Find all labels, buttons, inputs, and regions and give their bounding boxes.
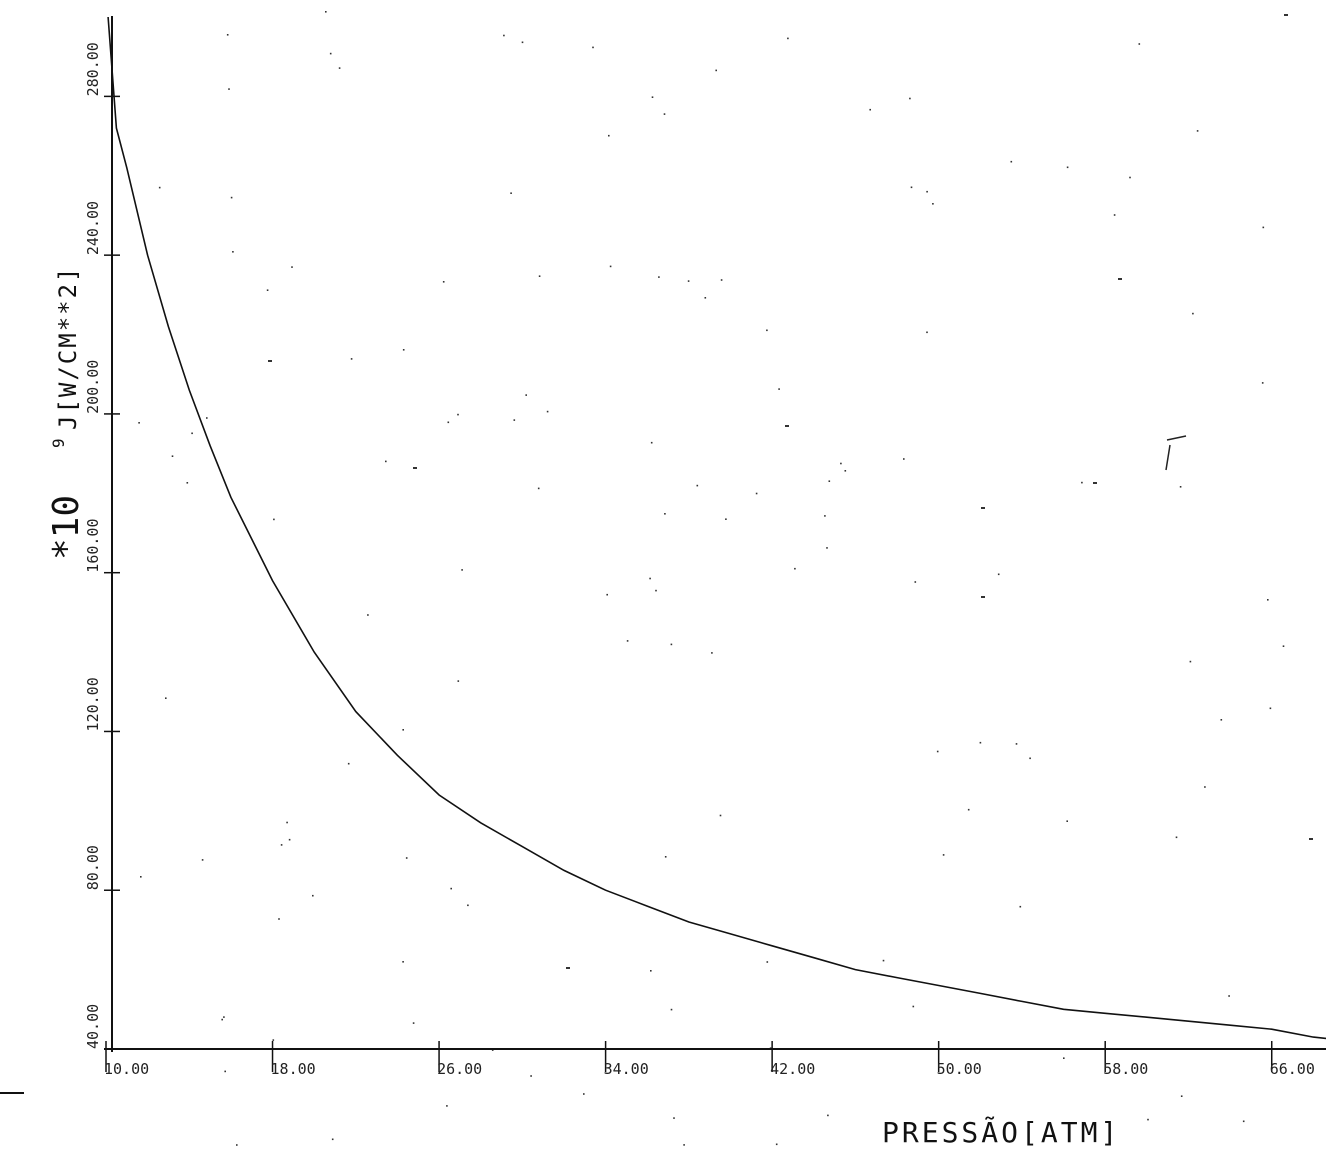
y-tick-label: 200.00 [84, 360, 102, 414]
y-axis-title-prefix: *10 [46, 495, 87, 560]
y-tick-label: 160.00 [84, 519, 102, 573]
y-ticks: 40.00 80.00 120.00 160.00 200.00 240.00 280.00 [84, 42, 120, 1050]
y-tick-label: 240.00 [84, 201, 102, 255]
y-tick-label: 280.00 [84, 42, 102, 96]
x-tick-label: 18.00 [271, 1060, 316, 1078]
x-tick-label: 42.00 [770, 1060, 815, 1078]
y-axis-title: *10 9 J[W/CM**2] [46, 266, 87, 561]
x-tick-label: 10.00 [104, 1060, 149, 1078]
series-line [107, 16, 1326, 1040]
x-tick-label: 34.00 [604, 1060, 649, 1078]
y-axis-title-exponent: 9 [49, 438, 68, 448]
x-tick-label: 26.00 [437, 1060, 482, 1078]
y-tick-label: 80.00 [84, 845, 102, 890]
y-tick-label: 120.00 [84, 677, 102, 731]
y-axis-title-suffix: J[W/CM**2] [54, 266, 82, 431]
x-tick-label: 50.00 [937, 1060, 982, 1078]
x-tick-label: 66.00 [1270, 1060, 1315, 1078]
x-tick-label: 58.00 [1103, 1060, 1148, 1078]
x-axis-title: PRESSÃO[ATM] [882, 1116, 1120, 1149]
x-ticks: 10.00 18.00 26.00 34.00 42.00 50.00 58.00 66.00 [104, 1041, 1315, 1078]
y-tick-label: 40.00 [84, 1004, 102, 1049]
scan-noise [0, 11, 1313, 1146]
